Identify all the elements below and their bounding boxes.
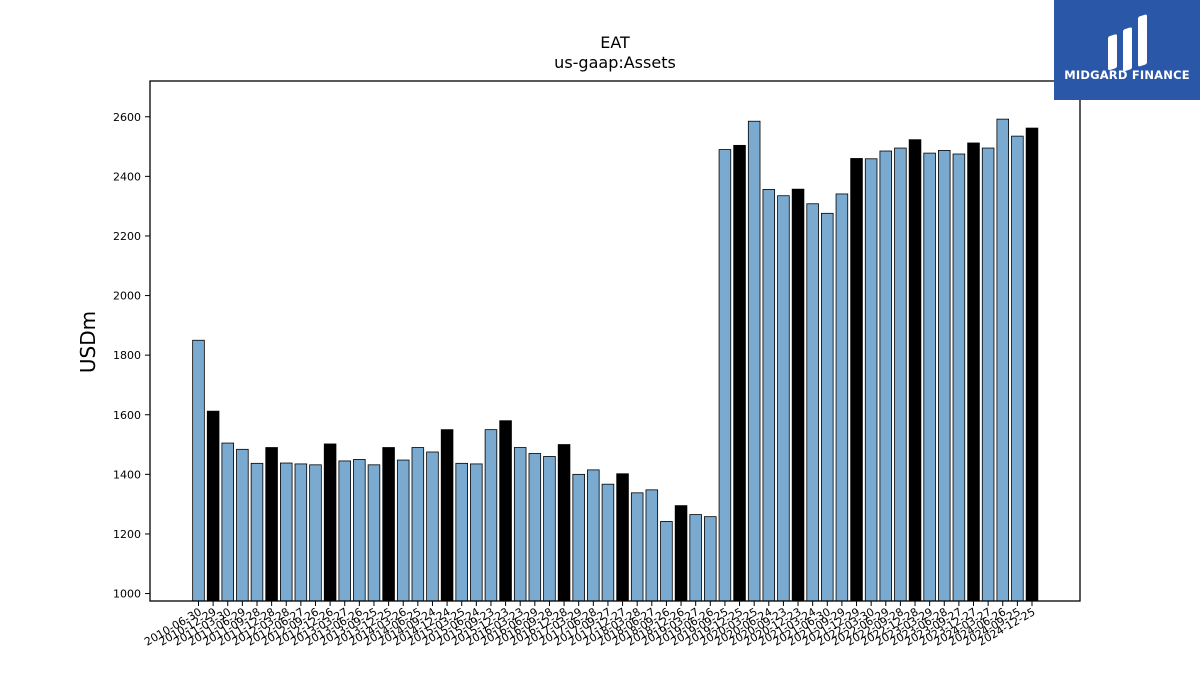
- bar-2015-03-25: [455, 462, 468, 602]
- chart-title: EAT: [600, 33, 630, 52]
- bar-2018-12-26: [674, 505, 688, 602]
- y-tick-label: 2400: [113, 170, 141, 183]
- bar-2017-03-29: [572, 473, 585, 602]
- y-axis-label: USDm: [76, 311, 100, 373]
- bar-2024-03-27: [981, 147, 995, 602]
- y-tick-label: 1000: [113, 588, 141, 601]
- bar-2023-12-27: [967, 142, 980, 602]
- y-tick-label: 1600: [113, 409, 141, 422]
- bar-2017-12-27: [616, 473, 629, 602]
- bar-2021-03-24: [806, 203, 819, 602]
- bar-2015-06-24: [470, 463, 483, 602]
- bar-2013-09-25: [367, 464, 381, 602]
- bar-2012-03-28: [279, 462, 293, 602]
- bar-2013-03-27: [338, 460, 351, 602]
- bar-2019-06-26: [704, 516, 717, 602]
- brand-name: MIDGARD FINANCE: [1064, 68, 1190, 82]
- bar-2017-06-28: [587, 469, 600, 602]
- bar-2013-12-25: [382, 447, 395, 602]
- bar-2024-12-25: [1025, 127, 1039, 602]
- bar-2019-12-25: [733, 144, 746, 602]
- y-tick-label: 2600: [113, 111, 141, 124]
- bar-2020-12-23: [791, 188, 805, 602]
- bar-2016-03-23: [513, 447, 527, 602]
- x-axis-ticks: 2010-06-302010-12-292011-03-302011-06-29…: [142, 601, 1038, 649]
- bar-2010-06-30: [192, 339, 205, 602]
- bar-2021-12-29: [850, 158, 863, 602]
- bar-2014-12-24: [440, 429, 454, 602]
- bar-2024-09-25: [1011, 135, 1024, 602]
- bar-2012-06-27: [294, 463, 308, 602]
- bar-2019-09-25: [718, 149, 732, 602]
- y-tick-label: 1400: [113, 468, 141, 481]
- bar-2021-06-30: [821, 212, 834, 602]
- bar-2016-09-28: [543, 456, 556, 602]
- bar-2012-12-26: [323, 443, 337, 602]
- y-tick-label: 1800: [113, 349, 141, 362]
- bar-2014-06-25: [411, 447, 425, 602]
- bar-2015-09-23: [484, 429, 498, 602]
- chart-subtitle: us-gaap:Assets: [554, 53, 676, 72]
- bar-2016-06-29: [528, 453, 542, 602]
- plot-area-frame: [149, 80, 1081, 602]
- brand-logo: MIDGARD FINANCE: [1054, 0, 1200, 100]
- bar-2022-09-28: [894, 147, 907, 602]
- bar-2017-09-27: [601, 483, 615, 602]
- bar-2018-03-28: [630, 492, 644, 602]
- y-tick-label: 1200: [113, 528, 141, 541]
- y-tick-label: 2000: [113, 290, 141, 303]
- bar-2016-12-28: [557, 444, 571, 602]
- bar-2011-09-28: [250, 462, 264, 602]
- bar-2022-03-30: [864, 158, 878, 602]
- bar-2014-03-26: [396, 459, 410, 602]
- bar-2013-06-26: [353, 459, 366, 602]
- bar-2020-09-23: [777, 195, 790, 602]
- bar-2014-09-24: [426, 451, 439, 602]
- bar-2024-06-26: [996, 118, 1010, 602]
- bar-2015-12-23: [499, 420, 512, 602]
- bar-2022-06-29: [879, 150, 893, 602]
- bar-2020-03-25: [747, 120, 761, 602]
- bar-2022-12-28: [908, 139, 922, 602]
- bar-2018-06-27: [645, 489, 659, 602]
- y-tick-label: 2200: [113, 230, 141, 243]
- midgard-logo-icon: [1108, 14, 1147, 72]
- bar-2021-09-29: [835, 193, 849, 602]
- bar-2011-06-29: [236, 448, 249, 602]
- y-axis-ticks: 1000 1200 1400 1600 1800 2000 2200 2400 2600: [113, 111, 150, 601]
- bar-2020-06-24: [762, 189, 776, 602]
- bar-2018-09-26: [660, 521, 673, 602]
- bar-2011-03-30: [221, 442, 234, 602]
- bar-2019-03-27: [689, 514, 702, 602]
- bar-series: [192, 118, 1039, 602]
- bar-2011-12-28: [265, 447, 278, 602]
- bar-2012-09-26: [309, 464, 322, 602]
- bar-2023-09-27: [952, 153, 966, 602]
- bar-2023-06-28: [938, 150, 951, 602]
- bar-2010-12-29: [206, 410, 220, 602]
- bar-2023-03-29: [923, 152, 936, 602]
